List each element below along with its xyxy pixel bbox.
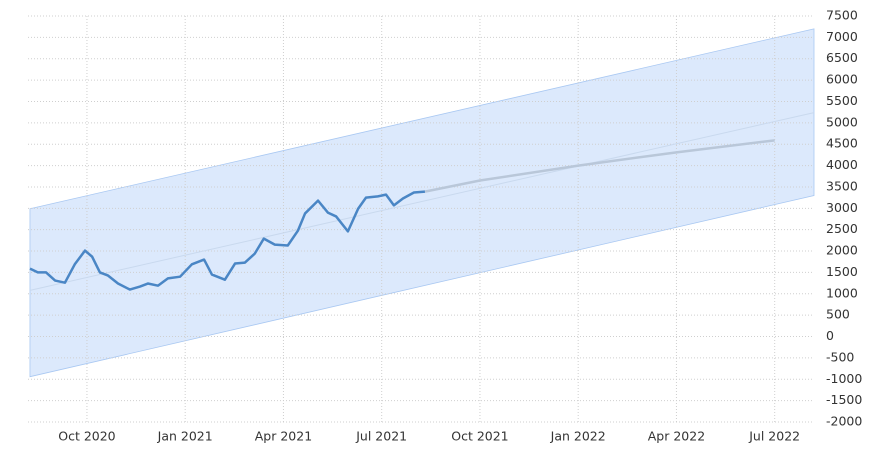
y-tick-label: 5500 — [826, 93, 858, 108]
y-tick-label: 2000 — [826, 243, 858, 258]
y-tick-label: 1500 — [826, 264, 858, 279]
x-tick-label: Apr 2022 — [648, 429, 705, 444]
y-tick-label: 4000 — [826, 157, 858, 172]
y-tick-label: 3500 — [826, 178, 858, 193]
y-tick-label: -500 — [826, 349, 854, 364]
x-tick-label: Oct 2021 — [451, 429, 508, 444]
y-tick-label: 7000 — [826, 29, 858, 44]
y-tick-label: -1000 — [826, 371, 862, 386]
y-tick-label: 7500 — [826, 8, 858, 23]
x-tick-label: Jul 2021 — [355, 429, 407, 444]
series-line — [29, 190, 426, 291]
forecast-band — [29, 28, 815, 378]
y-tick-label: -1500 — [826, 392, 862, 407]
y-tick-label: -2000 — [826, 414, 862, 429]
y-tick-label: 6500 — [826, 50, 858, 65]
y-tick-label: 1000 — [826, 285, 858, 300]
y-tick-label: 6000 — [826, 72, 858, 87]
series-line — [29, 112, 815, 291]
y-tick-label: 3000 — [826, 200, 858, 215]
y-tick-label: 5000 — [826, 114, 858, 129]
x-tick-label: Apr 2021 — [255, 429, 312, 444]
x-tick-label: Jan 2022 — [550, 429, 606, 444]
x-tick-label: Oct 2020 — [58, 429, 115, 444]
y-tick-label: 500 — [826, 307, 850, 322]
x-tick-label: Jan 2021 — [157, 429, 213, 444]
x-tick-label: Jul 2022 — [748, 429, 800, 444]
y-tick-label: 2500 — [826, 221, 858, 236]
y-tick-label: 0 — [826, 328, 834, 343]
series-line — [424, 139, 775, 193]
y-tick-label: 4500 — [826, 136, 858, 151]
